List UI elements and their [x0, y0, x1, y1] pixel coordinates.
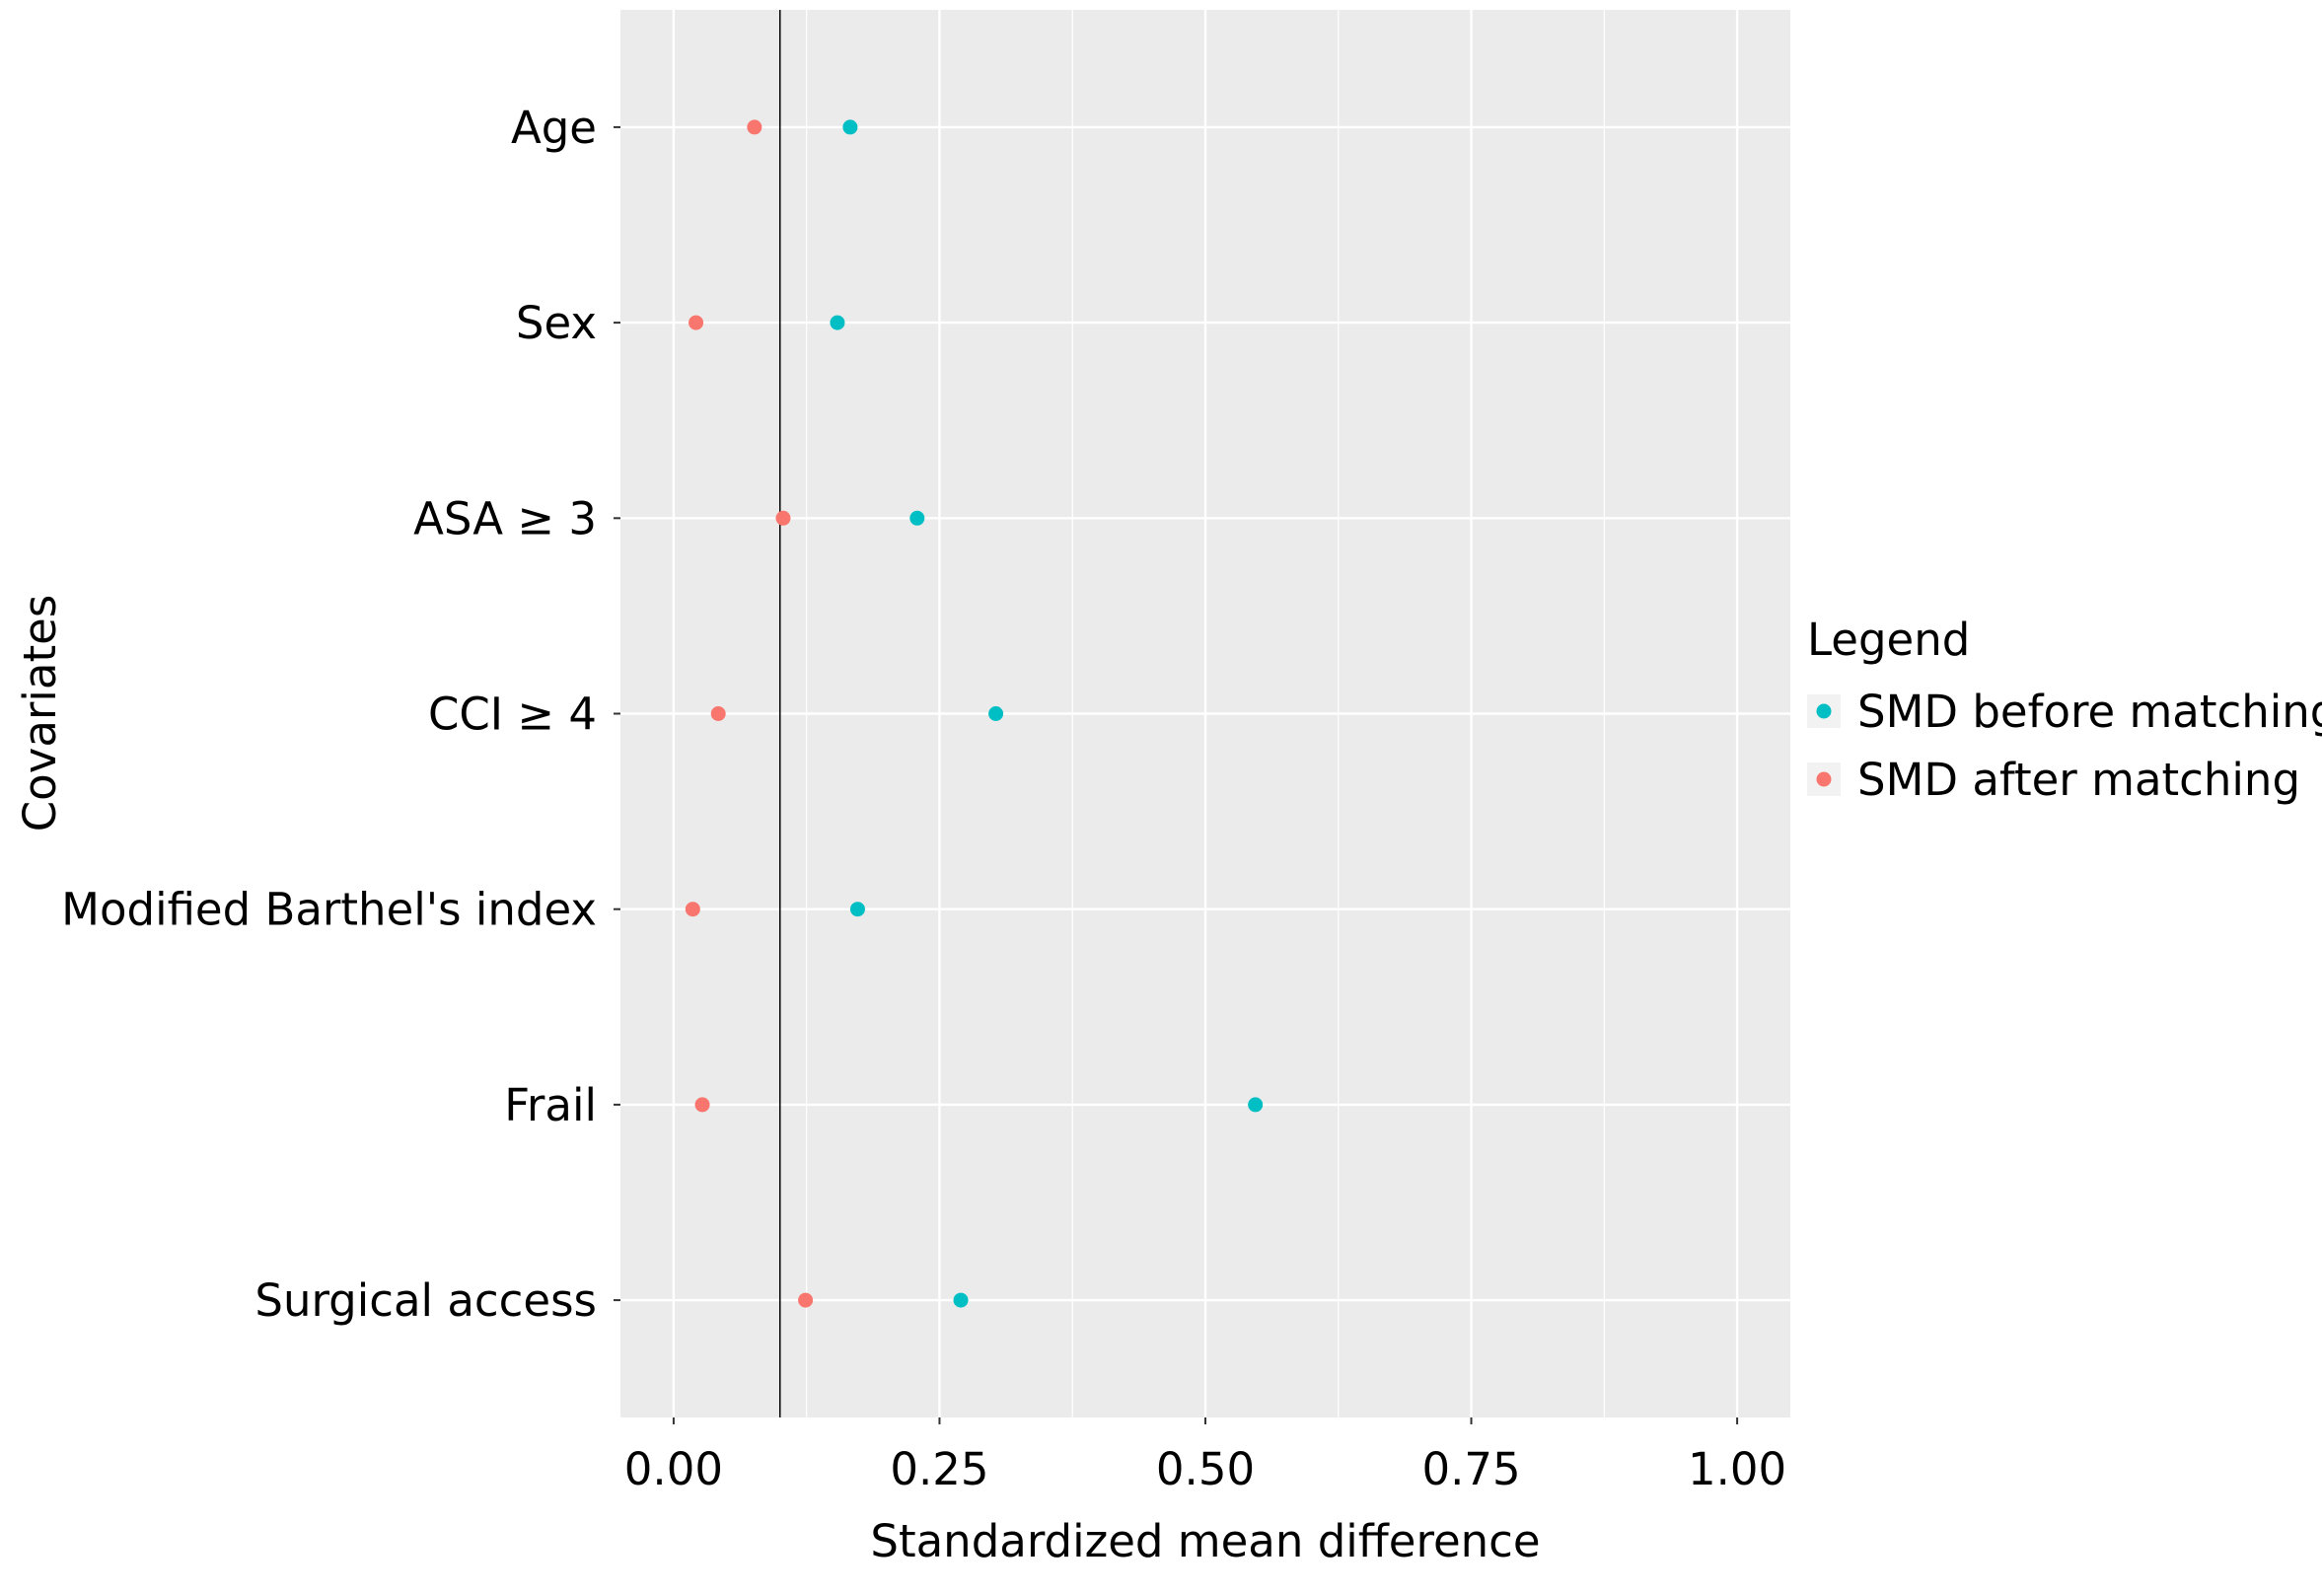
x-tick-label: 1.00: [1688, 1443, 1786, 1495]
y-tick-label: Surgical access: [254, 1274, 597, 1327]
y-tick-label: Age: [511, 102, 597, 154]
y-tick-label: Frail: [504, 1079, 597, 1131]
legend-key-1: [1816, 771, 1832, 787]
point-before-4: [849, 902, 865, 917]
x-tick-label: 0.75: [1421, 1443, 1520, 1495]
x-axis-title: Standardized mean difference: [870, 1515, 1540, 1567]
point-after-6: [798, 1292, 814, 1308]
point-after-2: [775, 510, 791, 526]
point-before-6: [953, 1292, 969, 1308]
legend-label: SMD before matching: [1857, 686, 2322, 738]
point-before-2: [909, 510, 925, 526]
y-tick-label: CCI ≥ 4: [428, 689, 597, 741]
x-tick-label: 0.25: [890, 1443, 988, 1495]
point-before-1: [830, 315, 845, 330]
point-before-3: [988, 706, 1004, 721]
legend-key-0: [1816, 703, 1832, 719]
y-axis-title: Covariates: [14, 595, 66, 833]
point-after-5: [694, 1097, 710, 1113]
point-after-1: [689, 315, 704, 330]
point-before-5: [1248, 1097, 1264, 1113]
y-tick-label: Modified Barthel's index: [61, 884, 597, 936]
y-tick-label: Sex: [516, 297, 597, 349]
legend-title: Legend: [1807, 614, 1970, 666]
y-tick-label: ASA ≥ 3: [413, 492, 597, 544]
point-after-3: [710, 706, 726, 721]
legend-label: SMD after matching: [1857, 754, 2300, 806]
legend: Legend SMD before matching SMD after matc…: [1807, 614, 2322, 806]
point-after-4: [685, 902, 700, 917]
point-before-0: [842, 119, 858, 135]
x-tick-label: 0.50: [1156, 1443, 1255, 1495]
x-tick-label: 0.00: [624, 1443, 723, 1495]
point-after-0: [747, 119, 762, 135]
